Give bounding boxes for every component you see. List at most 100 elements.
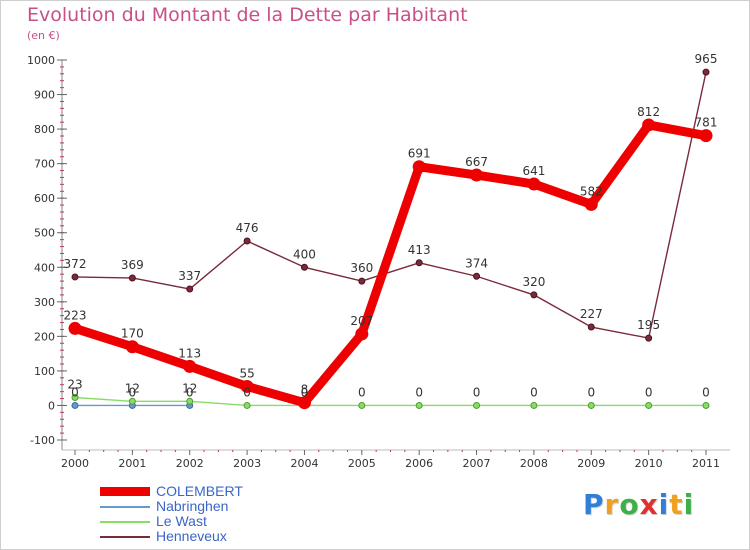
x-tick-label: 2011 xyxy=(692,457,720,470)
y-tick-label: 100 xyxy=(34,365,55,378)
y-tick-label: 900 xyxy=(34,89,55,102)
data-label: 413 xyxy=(408,243,431,257)
data-label: 23 xyxy=(67,378,82,392)
x-tick-label: 2004 xyxy=(290,457,318,470)
data-point xyxy=(645,334,653,342)
legend-swatch-nabringhen xyxy=(100,506,150,508)
data-label: 0 xyxy=(129,385,137,399)
data-label: 320 xyxy=(522,275,545,289)
data-point xyxy=(358,277,366,285)
data-label: 113 xyxy=(178,346,201,360)
data-label: 0 xyxy=(71,385,79,399)
data-label: 55 xyxy=(239,366,254,380)
data-point xyxy=(243,401,251,409)
data-label: 667 xyxy=(465,155,488,169)
data-point xyxy=(473,401,481,409)
logo-letter: P xyxy=(583,488,605,521)
data-label: 0 xyxy=(358,385,366,399)
data-point xyxy=(527,177,541,191)
data-point xyxy=(587,401,595,409)
data-point xyxy=(473,272,481,280)
y-tick-label: 300 xyxy=(34,296,55,309)
data-label: 965 xyxy=(695,52,718,66)
x-tick-label: 2000 xyxy=(61,457,89,470)
data-label: 781 xyxy=(695,116,718,130)
data-label: 812 xyxy=(637,105,660,119)
data-point xyxy=(642,118,656,132)
legend-swatch-le-wast xyxy=(100,521,150,523)
logo-letter: i xyxy=(658,488,670,521)
chart-subtitle: (en €) xyxy=(27,29,60,42)
data-label: 195 xyxy=(637,318,660,332)
data-label: 223 xyxy=(64,308,87,322)
data-label: 0 xyxy=(186,385,194,399)
logo-letter: r xyxy=(604,488,620,521)
y-tick-label: -100 xyxy=(30,434,55,447)
data-point xyxy=(68,321,82,335)
series-line-le-wast xyxy=(74,396,707,407)
logo-letter: t xyxy=(669,488,684,521)
data-label: 0 xyxy=(243,385,251,399)
data-label: 0 xyxy=(587,385,595,399)
data-point xyxy=(128,274,136,282)
legend-swatch-henneveux xyxy=(100,536,150,538)
y-tick-label: 500 xyxy=(34,227,55,240)
x-tick-label: 2001 xyxy=(118,457,146,470)
data-point xyxy=(699,129,713,143)
data-label: 476 xyxy=(236,221,259,235)
data-point xyxy=(186,397,194,405)
data-point xyxy=(702,68,710,76)
data-point xyxy=(470,168,484,182)
logo-letter: o xyxy=(619,488,640,521)
y-tick-label: 800 xyxy=(34,123,55,136)
x-tick-label: 2010 xyxy=(635,457,663,470)
data-point xyxy=(702,401,710,409)
data-point xyxy=(645,401,653,409)
data-label: 337 xyxy=(178,269,201,283)
data-label: 691 xyxy=(408,147,431,161)
data-point xyxy=(243,237,251,245)
data-point xyxy=(300,263,308,271)
data-point xyxy=(530,291,538,299)
data-label: 0 xyxy=(530,385,538,399)
proxiti-logo: Proxiti xyxy=(583,488,694,521)
data-label: 641 xyxy=(522,164,545,178)
data-label: 0 xyxy=(645,385,653,399)
series-line-colembert xyxy=(70,120,711,408)
data-label: 374 xyxy=(465,256,488,270)
data-label: 12 xyxy=(125,381,140,395)
x-tick-label: 2006 xyxy=(405,457,433,470)
data-point xyxy=(355,327,369,341)
legend-swatch-colembert xyxy=(100,487,150,496)
series-layer xyxy=(68,68,713,410)
data-point xyxy=(183,359,197,373)
data-label: 12 xyxy=(182,381,197,395)
data-point xyxy=(240,379,254,393)
data-point xyxy=(186,285,194,293)
data-point xyxy=(584,197,598,211)
data-point xyxy=(587,323,595,331)
data-label: 372 xyxy=(64,257,87,271)
series-line-henneveux xyxy=(74,71,707,339)
legend-label-nabringhen: Nabringhen xyxy=(156,498,229,514)
data-point xyxy=(530,401,538,409)
logo-letter: x xyxy=(639,488,659,521)
data-point xyxy=(125,340,139,354)
data-point xyxy=(71,273,79,281)
data-label: 227 xyxy=(580,307,603,321)
data-label: 0 xyxy=(473,385,481,399)
data-label: 0 xyxy=(301,385,309,399)
data-label: 369 xyxy=(121,258,144,272)
logo-letter: i xyxy=(683,488,695,521)
y-tick-label: 200 xyxy=(34,330,55,343)
x-tick-label: 2008 xyxy=(520,457,548,470)
y-tick-label: 700 xyxy=(34,158,55,171)
y-tick-label: 1000 xyxy=(27,54,55,67)
data-label: 170 xyxy=(121,327,144,341)
data-label: 400 xyxy=(293,247,316,261)
data-point xyxy=(358,401,366,409)
axes: -100010020030040050060070080090010002000… xyxy=(27,54,730,470)
